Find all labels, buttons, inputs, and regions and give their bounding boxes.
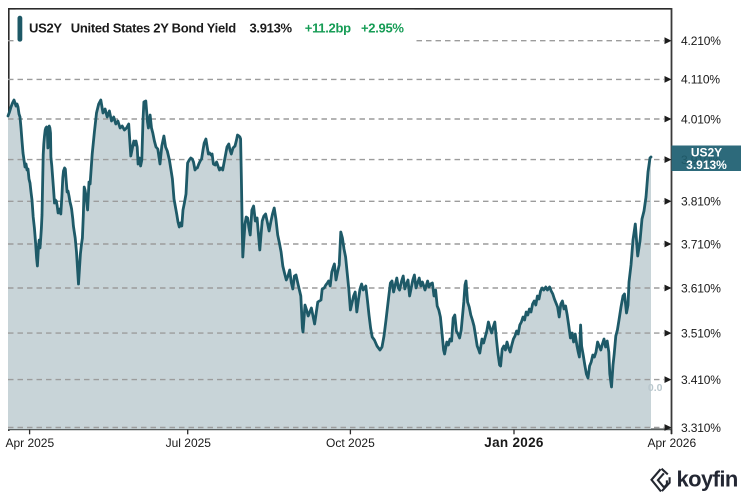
svg-text:3.913%: 3.913% [250, 20, 293, 35]
svg-text:4.010%: 4.010% [681, 112, 721, 126]
svg-text:Jan 2026: Jan 2026 [484, 435, 544, 450]
svg-text:Jul 2025: Jul 2025 [166, 436, 212, 450]
svg-text:3.910%: 3.910% [681, 153, 721, 167]
svg-text:US2Y: US2Y [691, 146, 722, 160]
svg-text:4.110%: 4.110% [681, 73, 720, 87]
svg-text:+2.95%: +2.95% [361, 20, 404, 35]
svg-text:United States 2Y Bond Yield: United States 2Y Bond Yield [71, 20, 236, 35]
svg-text:3.410%: 3.410% [681, 373, 721, 387]
svg-text:Oct 2025: Oct 2025 [326, 436, 375, 450]
svg-text:3.913%: 3.913% [686, 158, 727, 172]
svg-text:Apr 2026: Apr 2026 [647, 436, 696, 450]
svg-text:3.510%: 3.510% [681, 326, 721, 340]
svg-text:Apr 2025: Apr 2025 [5, 436, 54, 450]
svg-text:US2Y: US2Y [29, 20, 62, 35]
svg-text:3.710%: 3.710% [681, 237, 721, 251]
svg-text:0.0: 0.0 [648, 382, 663, 394]
svg-text:+11.2bp: +11.2bp [305, 20, 351, 35]
svg-text:4.210%: 4.210% [681, 34, 721, 48]
svg-text:3.310%: 3.310% [681, 421, 721, 435]
svg-text:koyfin: koyfin [677, 467, 738, 492]
svg-text:3.610%: 3.610% [681, 281, 721, 295]
svg-text:3.810%: 3.810% [681, 195, 721, 209]
